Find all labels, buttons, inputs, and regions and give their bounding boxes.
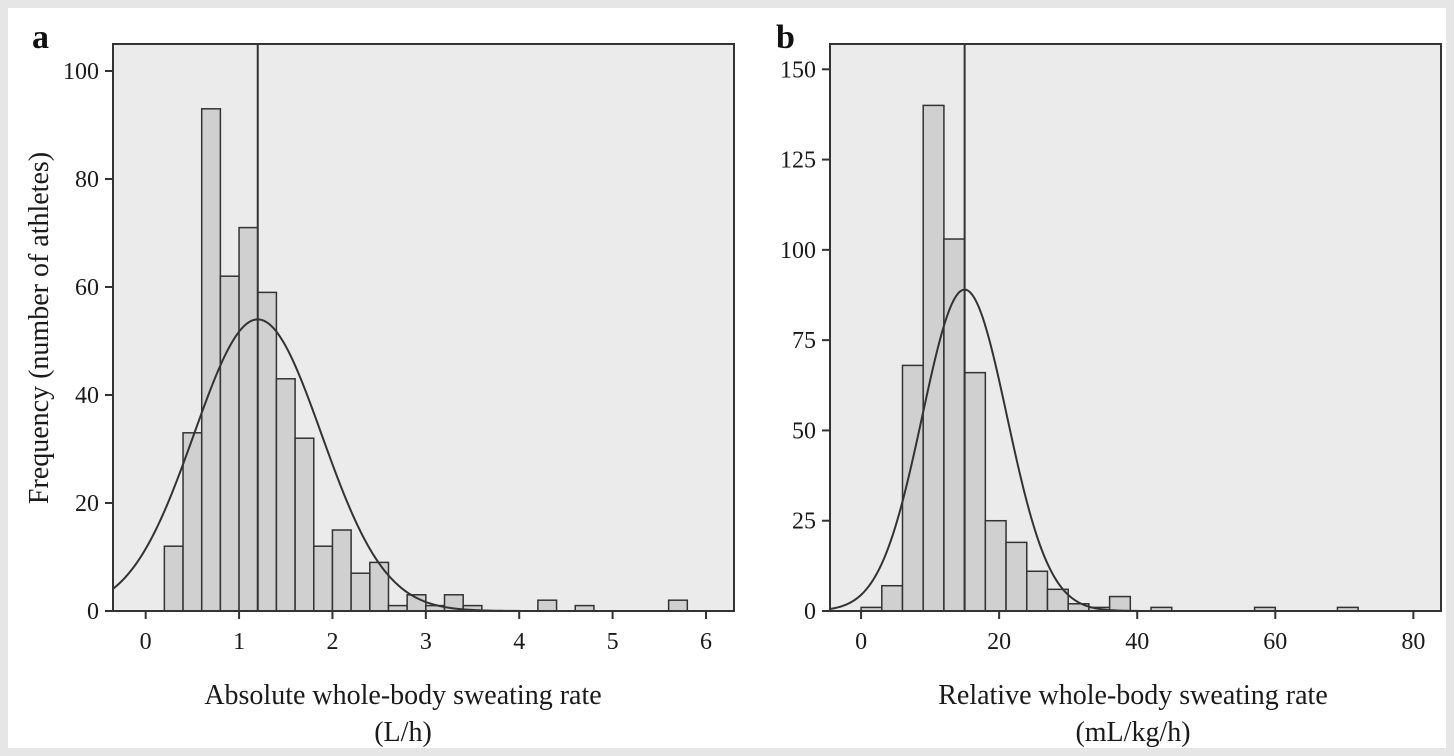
panel-a-frame	[112, 43, 735, 612]
panel-a-ytick-label-0: 0	[87, 599, 99, 625]
panel-a-ylabel: Frequency (number of athletes)	[24, 152, 55, 504]
panel-a-xtick-label-4: 4	[513, 629, 525, 655]
panel-a-bar-7	[294, 437, 315, 612]
panel-a-xtick-label-0: 0	[140, 629, 152, 655]
panel-a-xtick-label-3: 3	[420, 629, 432, 655]
panel-a-xlabel-line2: (L/h)	[374, 717, 432, 748]
panel-b-ytick-label-0: 0	[804, 599, 816, 625]
panel-a-bar-11	[369, 561, 390, 612]
panel-a-bar-5	[256, 291, 278, 612]
panel-a-ytick-label-2: 40	[75, 383, 99, 409]
panel-b-ytick-label-2: 50	[792, 418, 816, 444]
panel-a-xtick-label-2: 2	[326, 629, 338, 655]
panel-a-ytick-label-1: 20	[75, 491, 99, 517]
panel-a-ytick-label-4: 80	[75, 167, 99, 193]
panel-a-bar-10	[350, 572, 371, 612]
panel-b-bar-1	[881, 584, 904, 612]
panel-b-ytick-label-3: 75	[792, 328, 816, 354]
panel-a-xlabel-line1: Absolute whole-body sweating rate	[204, 680, 601, 711]
panel-b-frame	[829, 43, 1442, 612]
panel-a-ytick-label-5: 100	[63, 59, 99, 85]
panel-a-bar-3	[219, 275, 240, 612]
panel-b-bar-7	[1005, 541, 1028, 612]
panel-b-xlabel-line2: (mL/kg/h)	[1075, 717, 1190, 748]
panel-a-ytick-label-3: 60	[75, 275, 99, 301]
panel-b-bar-4	[943, 238, 966, 612]
figure-svg: 0 20 40 60 80 100 0 1 2 3 4 5 6 a Frequency (number…	[24, 19, 1442, 748]
panel-b-ytick-label-1: 25	[792, 509, 816, 535]
panel-b-ytick-label-4: 100	[780, 238, 816, 264]
panel-b-xtick-label-0: 0	[855, 629, 867, 655]
panel-b-bar-6	[984, 519, 1007, 612]
panel-b-ytick-label-5: 125	[780, 148, 816, 174]
panel-b-xtick-label-2: 40	[1125, 629, 1149, 655]
panel-a-bar-6	[275, 378, 296, 612]
panel-a-xtick-label-5: 5	[607, 629, 619, 655]
panel-a-bar-17	[537, 599, 558, 612]
panel-a-letter: a	[32, 19, 49, 56]
panel-a: 0 20 40 60 80 100 0 1 2 3 4 5 6 a Frequency (number…	[24, 19, 735, 748]
figure-canvas: 0 20 40 60 80 100 0 1 2 3 4 5 6 a Frequency (number…	[8, 8, 1446, 748]
panel-b-ytick-label-6: 150	[780, 57, 816, 83]
panel-a-bar-2	[200, 108, 222, 612]
panel-b-bar-5	[963, 371, 987, 612]
panel-b-xlabel-line1: Relative whole-body sweating rate	[938, 680, 1328, 711]
panel-b: 0 25 50 75 100 125 150 0 20 40 60 80 b Relative wh…	[776, 19, 1442, 748]
panel-b-bar-3	[922, 104, 945, 612]
panel-b-bar-8	[1026, 570, 1049, 612]
panel-a-bar-8	[313, 545, 334, 612]
panel-b-xtick-label-1: 20	[987, 629, 1011, 655]
panel-a-bar-19	[667, 599, 689, 612]
panel-b-bar-12	[1108, 595, 1132, 612]
panel-a-bar-4	[238, 226, 259, 612]
panel-a-xtick-label-6: 6	[700, 629, 712, 655]
panel-a-bar-9	[331, 529, 352, 612]
panel-a-xtick-label-1: 1	[233, 629, 245, 655]
panel-b-letter: b	[776, 19, 795, 56]
panel-b-xtick-label-3: 60	[1263, 629, 1287, 655]
panel-a-bar-0	[163, 545, 184, 612]
panel-b-xtick-label-4: 80	[1401, 629, 1425, 655]
